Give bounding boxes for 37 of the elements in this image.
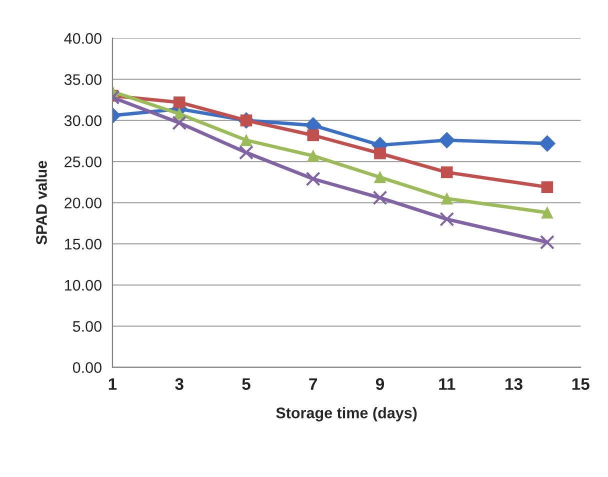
y-tick-label: 20.00 xyxy=(64,198,102,208)
y-tick-label: 15.00 xyxy=(65,238,102,250)
point xyxy=(540,234,554,250)
point xyxy=(541,181,554,193)
point xyxy=(240,134,252,146)
point xyxy=(372,190,388,206)
y-axis-title: SPAD value xyxy=(36,160,47,245)
point xyxy=(541,206,554,219)
point xyxy=(173,96,186,108)
point xyxy=(307,129,320,142)
y-tick-label: 40.00 xyxy=(64,33,102,44)
point xyxy=(307,150,320,162)
point xyxy=(440,166,453,178)
x-axis-title: Storage time (days) xyxy=(276,407,417,422)
x-tick-label: 15 xyxy=(572,378,590,390)
point xyxy=(306,172,320,186)
y-tick-label: 5.00 xyxy=(72,321,102,332)
x-tick-label: 1 xyxy=(108,378,117,390)
point xyxy=(374,171,386,184)
y-tick-label: 30.00 xyxy=(64,115,102,126)
point xyxy=(238,145,254,160)
point xyxy=(440,192,453,205)
y-tick-label: 10.00 xyxy=(65,280,102,291)
y-tick-label: 0.00 xyxy=(72,362,102,373)
y-tick-label: 25.00 xyxy=(64,156,102,168)
x-tick-label: 11 xyxy=(439,378,456,390)
point xyxy=(438,132,456,148)
y-tick-label: 35.00 xyxy=(64,74,102,85)
x-tick-label: 7 xyxy=(309,378,318,390)
point xyxy=(172,116,187,130)
x-tick-label: 13 xyxy=(506,378,522,390)
point xyxy=(440,212,454,226)
point xyxy=(538,135,556,152)
point xyxy=(374,147,386,160)
x-tick-label: 3 xyxy=(175,378,184,390)
x-tick-label: 9 xyxy=(376,378,384,390)
x-tick-label: 5 xyxy=(242,378,250,390)
